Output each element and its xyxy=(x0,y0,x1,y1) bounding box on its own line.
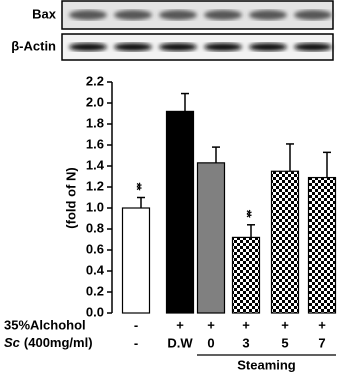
bar xyxy=(121,207,151,314)
row-value: 5 xyxy=(281,335,288,350)
y-tick-label: 1.0 xyxy=(86,199,104,214)
y-tick-label: 0.8 xyxy=(86,220,104,235)
significance: ** xyxy=(130,182,145,191)
blot-band xyxy=(249,10,287,20)
row-value: + xyxy=(281,317,289,332)
blot-band xyxy=(294,43,332,51)
row-value: 7 xyxy=(318,335,325,350)
blot-label: Bax xyxy=(32,6,57,21)
row-label: 35%Alchohol xyxy=(4,317,86,332)
y-tick-label: 1.4 xyxy=(86,157,105,172)
blot-band xyxy=(69,43,107,51)
y-tick-label: 0.6 xyxy=(86,241,104,256)
bar xyxy=(307,176,337,314)
blot-band xyxy=(114,43,152,51)
blot-band xyxy=(204,10,242,20)
y-tick-label: 1.2 xyxy=(86,178,104,193)
y-tick-label: 0.4 xyxy=(86,262,105,277)
significance: ** xyxy=(240,210,255,219)
blot-band xyxy=(249,43,287,51)
row-value: D.W xyxy=(167,335,193,350)
blot-band xyxy=(69,10,107,20)
row-value: + xyxy=(176,317,184,332)
row-value: 3 xyxy=(242,335,249,350)
row-value: 0 xyxy=(207,335,214,350)
row-label-italic: Sc xyxy=(4,335,21,350)
y-tick-label: 0.0 xyxy=(86,304,104,319)
row-value: - xyxy=(134,335,138,350)
y-tick-label: 2.0 xyxy=(86,94,104,109)
y-tick-label: 1.8 xyxy=(86,115,104,130)
blot-band xyxy=(294,10,332,20)
blot-band xyxy=(114,10,152,20)
blot-band xyxy=(204,43,242,51)
blot-band xyxy=(159,10,197,20)
row-value: + xyxy=(242,317,250,332)
blot-band xyxy=(159,43,197,51)
blot-frame xyxy=(61,0,334,30)
blot-frame xyxy=(61,33,334,61)
row-label: Sc (400mg/ml) xyxy=(4,335,93,350)
bar xyxy=(165,110,195,314)
y-axis-label: (fold of N) xyxy=(63,167,78,228)
bar xyxy=(231,236,261,314)
row-value: - xyxy=(134,317,138,332)
blot-label: β-Actin xyxy=(11,38,56,53)
row-value: + xyxy=(318,317,326,332)
y-tick-label: 1.6 xyxy=(86,136,104,151)
y-tick-label: 2.2 xyxy=(86,73,104,88)
group-label: Steaming xyxy=(237,357,296,372)
row-value: + xyxy=(207,317,215,332)
row-label-rest: (400mg/ml) xyxy=(24,335,93,350)
bar xyxy=(196,162,226,314)
bar xyxy=(270,170,300,314)
y-tick-label: 0.2 xyxy=(86,283,104,298)
